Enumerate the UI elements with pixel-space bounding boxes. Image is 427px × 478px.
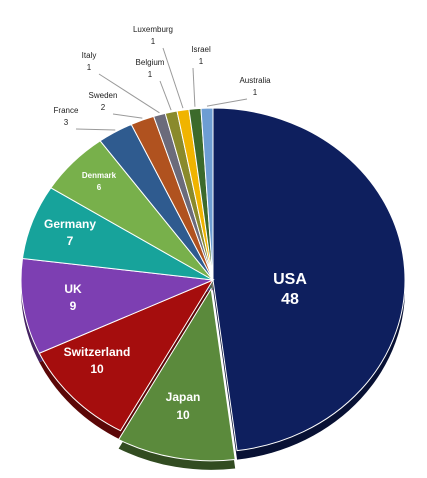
slice-value: 1 xyxy=(151,37,156,46)
slice-value: 10 xyxy=(176,408,190,422)
slice-value: 6 xyxy=(97,183,102,192)
slice xyxy=(117,287,236,462)
slice-label: Japan xyxy=(166,390,201,404)
slice-label: Israel xyxy=(191,45,211,54)
slice-label: Belgium xyxy=(136,58,165,67)
slice xyxy=(38,278,215,432)
slice-label: Sweden xyxy=(89,91,118,100)
leader-line xyxy=(75,128,116,131)
slice-label: France xyxy=(54,106,79,115)
slice-label: Australia xyxy=(239,76,271,85)
slice-value: 10 xyxy=(90,362,104,376)
leader-line xyxy=(112,113,143,119)
slice-value: 9 xyxy=(70,299,77,313)
slice-value: 2 xyxy=(101,103,106,112)
slice-label: Denmark xyxy=(82,171,117,180)
leader-line xyxy=(159,80,172,111)
slice xyxy=(200,107,214,281)
slice-value: 7 xyxy=(67,234,74,248)
slice-value: 1 xyxy=(148,70,153,79)
slice xyxy=(212,107,406,452)
leader-line xyxy=(192,67,196,107)
slice-label: Switzerland xyxy=(64,345,131,359)
leader-line xyxy=(98,73,160,114)
slice-value: 3 xyxy=(64,118,69,127)
slice-value: 1 xyxy=(253,88,258,97)
slice-label: USA xyxy=(273,271,307,288)
slice-value: 48 xyxy=(281,291,299,308)
slice-label: Italy xyxy=(82,51,97,60)
slice-value: 1 xyxy=(87,63,92,72)
slice xyxy=(20,257,215,354)
slice-label: Luxemburg xyxy=(133,25,173,34)
leader-line xyxy=(162,47,184,109)
slice-value: 1 xyxy=(199,57,204,66)
slice-label: UK xyxy=(64,282,82,296)
leader-line xyxy=(206,98,248,107)
slice-label: Germany xyxy=(44,217,96,231)
